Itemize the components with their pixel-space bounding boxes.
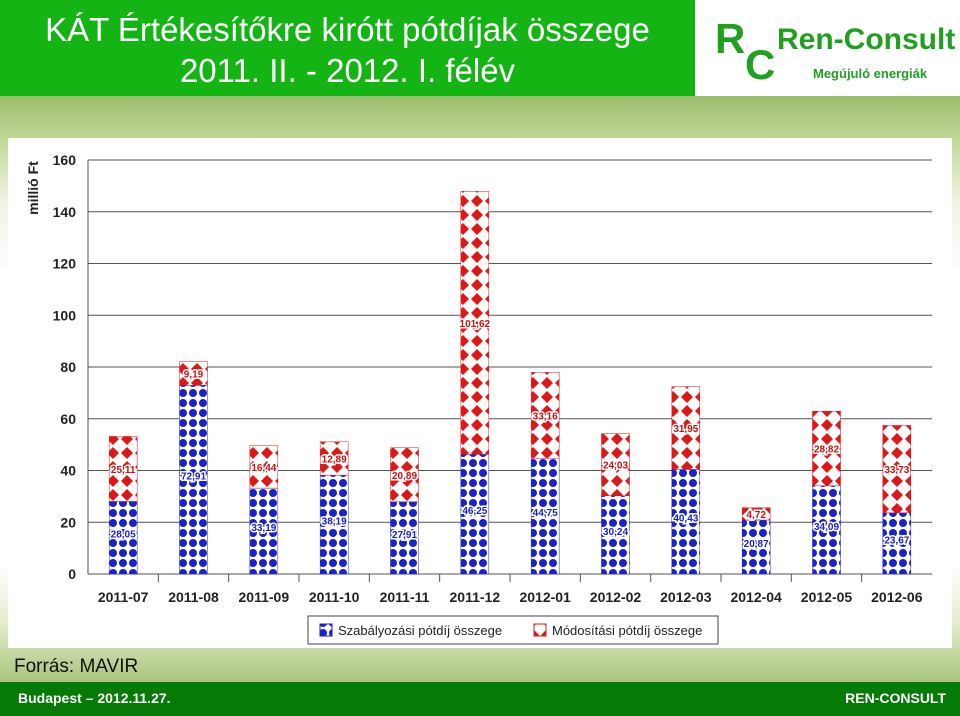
data-label-modositasi: 101,62 (460, 319, 491, 330)
footer-company: REN-CONSULT (845, 690, 946, 706)
chart-panel: 28,05 25,11 72,91 9,19 33,19 16,44 38,19 12,89 2… (8, 138, 952, 648)
data-label-szabalyozasi: 46,25 (462, 506, 487, 517)
bar-modositasi-2012-02 (601, 433, 630, 497)
y-tick-label: 20 (60, 514, 76, 530)
data-label-szabalyozasi: 30,24 (603, 527, 628, 538)
data-label-modositasi: 28,82 (814, 445, 839, 456)
x-tick-label: 2011-12 (450, 589, 501, 605)
bar-szabalyozasi-2011-07 (108, 501, 138, 575)
bar-szabalyozasi-2012-04 (741, 519, 771, 575)
data-label-modositasi: 20,89 (392, 471, 417, 482)
bar-szabalyozasi-2012-05 (812, 485, 841, 575)
legend-swatch-szabalyozasi (319, 623, 333, 637)
logo-tagline: Megújuló energiák (813, 66, 928, 81)
x-tick-label: 2011-07 (98, 589, 149, 605)
y-tick-label: 120 (53, 256, 77, 272)
y-tick-label: 100 (53, 307, 77, 323)
source-note: Forrás: MAVIR (14, 656, 139, 677)
x-tick-label: 2012-04 (730, 589, 782, 605)
x-tick-label: 2011-11 (380, 589, 430, 605)
y-tick-label: 140 (53, 204, 77, 220)
page-subtitle: 2011. II. - 2012. I. félév (179, 52, 516, 89)
data-label-modositasi: 33,73 (884, 465, 909, 476)
x-tick-label: 2012-06 (871, 589, 923, 605)
y-tick-label: 80 (60, 359, 76, 375)
x-tick-label: 2012-01 (519, 589, 571, 605)
legend-label-modositasi: Módosítási pótdíj összege (552, 623, 702, 638)
stacked-bar-chart: 28,05 25,11 72,91 9,19 33,19 16,44 38,19 12,89 2… (25, 152, 932, 645)
data-label-szabalyozasi: 34,09 (814, 522, 839, 533)
bar-szabalyozasi-2011-11 (390, 501, 419, 575)
bar-szabalyozasi-2012-03 (671, 469, 701, 575)
data-label-modositasi: 4,72 (746, 510, 766, 521)
data-label-szabalyozasi: 38,19 (322, 517, 347, 528)
data-label-modositasi: 24,03 (603, 461, 628, 472)
logo-name: Ren-Consult (777, 23, 956, 56)
bar-modositasi-2011-07 (108, 436, 138, 502)
x-tick-label: 2011-09 (239, 589, 290, 605)
data-label-modositasi: 12,89 (322, 455, 347, 466)
data-label-szabalyozasi: 27,91 (392, 530, 417, 541)
bar-szabalyozasi-2011-10 (319, 474, 349, 575)
data-label-modositasi: 16,44 (251, 463, 276, 474)
data-label-szabalyozasi: 33,19 (251, 523, 276, 534)
data-label-szabalyozasi: 28,05 (111, 530, 136, 541)
data-label-szabalyozasi: 44,75 (533, 508, 558, 519)
data-label-modositasi: 31,95 (673, 424, 698, 435)
footer-date: Budapest – 2012.11.27. (18, 690, 171, 706)
bar-modositasi-2012-05 (812, 410, 841, 487)
y-tick-label: 60 (60, 411, 76, 427)
footer-bar: Budapest – 2012.11.27. REN-CONSULT (0, 682, 960, 716)
y-tick-label: 160 (53, 152, 77, 168)
legend-label-szabalyozasi: Szabályozási pótdíj összege (338, 623, 502, 638)
bar-szabalyozasi-2011-12 (460, 454, 490, 575)
bar-szabalyozasi-2012-02 (601, 495, 630, 575)
logo-letter-c: C (745, 41, 776, 88)
bar-modositasi-2012-03 (671, 386, 701, 470)
data-label-szabalyozasi: 72,91 (181, 472, 206, 483)
y-axis-label: millió Ft (25, 161, 41, 215)
x-tick-label: 2012-02 (590, 589, 642, 605)
bar-modositasi-2011-11 (390, 447, 419, 503)
bar-modositasi-2011-09 (249, 445, 279, 489)
legend-swatch-modositasi (533, 623, 547, 637)
data-label-modositasi: 9,19 (184, 369, 204, 380)
bar-modositasi-2012-06 (882, 425, 912, 514)
x-tick-label: 2012-03 (660, 589, 712, 605)
page-title: KÁT Értékesítőkre kirótt pótdíjak összeg… (45, 11, 650, 48)
bar-modositasi-2012-04 (741, 507, 771, 521)
data-label-szabalyozasi: 40,43 (673, 514, 698, 525)
title-banner: KÁT Értékesítőkre kirótt pótdíjak összeg… (0, 0, 695, 96)
logo: R C Ren-Consult Megújuló energiák (695, 0, 960, 96)
bar-modositasi-2011-08 (179, 361, 208, 386)
logo-letter-r: R (715, 15, 746, 62)
data-label-modositasi: 33,16 (533, 411, 558, 422)
bar-szabalyozasi-2011-09 (249, 487, 279, 575)
y-tick-label: 0 (68, 566, 76, 582)
legend-box (307, 615, 719, 645)
bar-szabalyozasi-2012-01 (530, 457, 560, 575)
data-label-szabalyozasi: 20,87 (744, 539, 769, 550)
bar-modositasi-2012-01 (530, 372, 560, 459)
x-tick-label: 2012-05 (801, 589, 853, 605)
data-label-szabalyozasi: 23,67 (884, 535, 909, 546)
bar-modositasi-2011-12 (460, 191, 490, 455)
y-tick-label: 40 (60, 463, 76, 479)
data-label-modositasi: 25,11 (111, 465, 136, 476)
bar-modositasi-2011-10 (319, 441, 349, 476)
bar-szabalyozasi-2012-06 (882, 512, 912, 575)
x-tick-label: 2011-08 (168, 589, 219, 605)
x-tick-label: 2011-10 (309, 589, 360, 605)
